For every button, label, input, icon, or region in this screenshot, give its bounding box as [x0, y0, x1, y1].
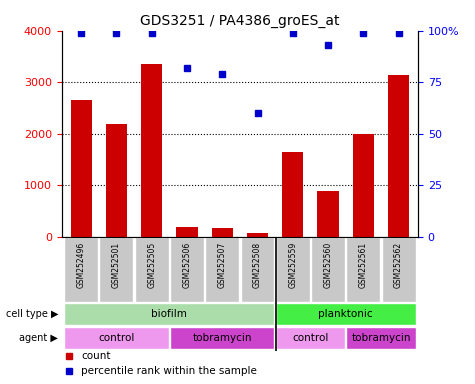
Text: GSM252508: GSM252508	[253, 242, 262, 288]
Text: cell type ▶: cell type ▶	[6, 309, 58, 319]
Bar	[382, 237, 416, 301]
Text: GSM252507: GSM252507	[218, 242, 227, 288]
Bar	[176, 227, 198, 237]
Bar	[346, 327, 416, 349]
Bar	[353, 134, 374, 237]
Text: control: control	[98, 333, 134, 343]
Text: GSM252501: GSM252501	[112, 242, 121, 288]
Text: count: count	[81, 351, 111, 361]
Text: GSM252506: GSM252506	[182, 242, 191, 288]
Text: planktonic: planktonic	[318, 309, 373, 319]
Bar	[276, 303, 416, 325]
Bar	[205, 237, 239, 301]
Bar	[64, 303, 275, 325]
Text: control: control	[292, 333, 329, 343]
Text: tobramycin: tobramycin	[192, 333, 252, 343]
Bar	[276, 237, 310, 301]
Bar	[212, 228, 233, 237]
Title: GDS3251 / PA4386_groES_at: GDS3251 / PA4386_groES_at	[140, 14, 340, 28]
Bar	[276, 327, 345, 349]
Text: percentile rank within the sample: percentile rank within the sample	[81, 366, 257, 376]
Text: GSM252562: GSM252562	[394, 242, 403, 288]
Bar	[99, 237, 133, 301]
Bar	[106, 124, 127, 237]
Bar	[317, 190, 339, 237]
Bar	[346, 237, 380, 301]
Bar	[388, 74, 409, 237]
Bar	[170, 327, 275, 349]
Text: GSM252559: GSM252559	[288, 242, 297, 288]
Text: GSM252561: GSM252561	[359, 242, 368, 288]
Text: agent ▶: agent ▶	[19, 333, 58, 343]
Text: biofilm: biofilm	[152, 309, 187, 319]
Bar	[311, 237, 345, 301]
Bar	[64, 237, 98, 301]
Text: GSM252560: GSM252560	[323, 242, 332, 288]
Bar	[282, 152, 304, 237]
Bar	[141, 64, 162, 237]
Bar	[240, 237, 275, 301]
Bar	[71, 100, 92, 237]
Bar	[247, 233, 268, 237]
Bar	[64, 327, 169, 349]
Text: tobramycin: tobramycin	[351, 333, 411, 343]
Bar	[170, 237, 204, 301]
Text: GSM252505: GSM252505	[147, 242, 156, 288]
Bar	[135, 237, 169, 301]
Text: GSM252496: GSM252496	[76, 242, 86, 288]
